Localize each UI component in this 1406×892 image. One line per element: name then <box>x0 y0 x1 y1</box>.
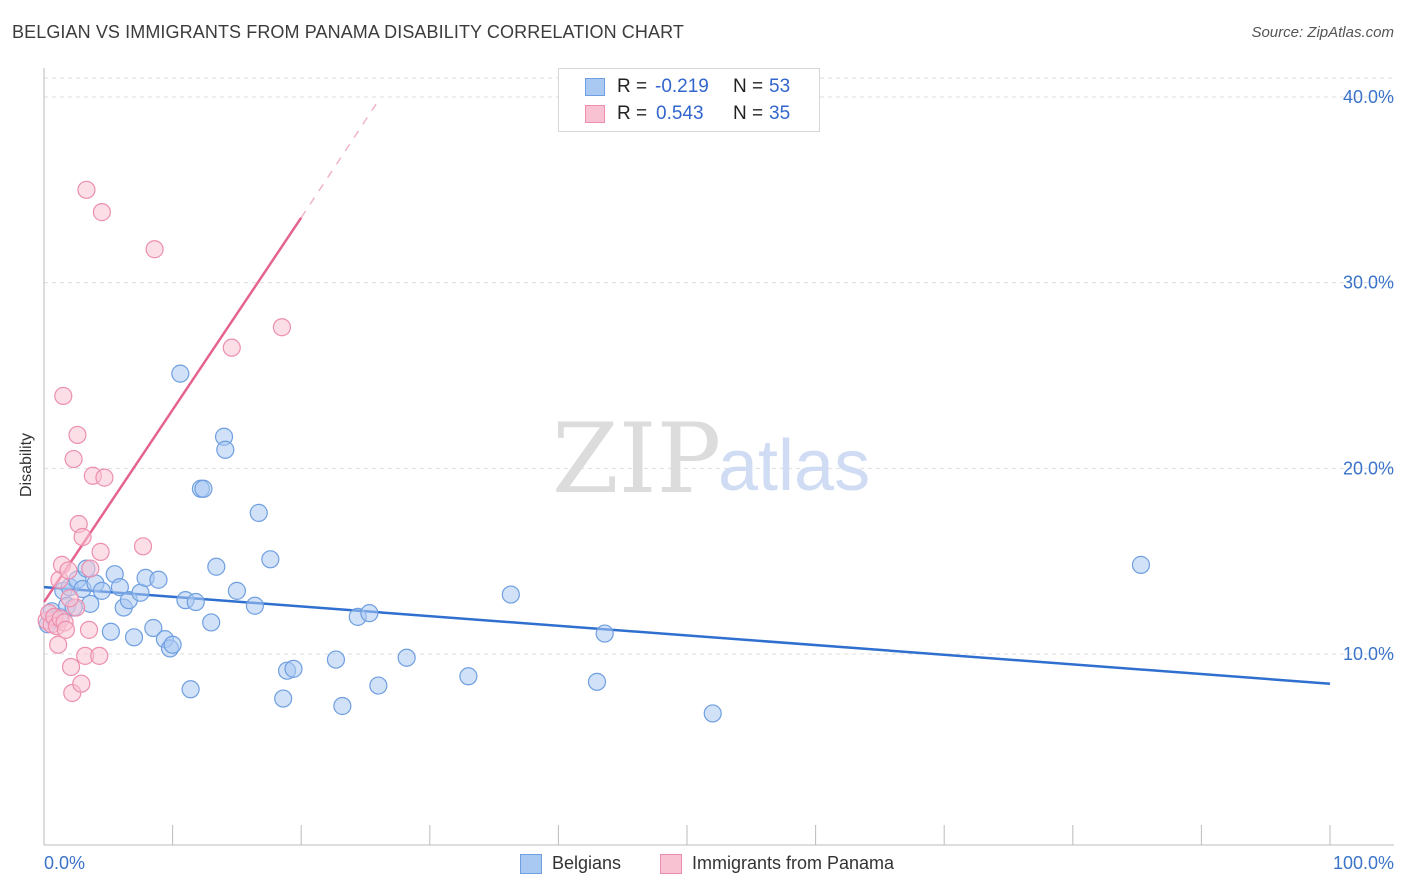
point-panama <box>92 203 111 222</box>
point-belgians <box>397 648 416 667</box>
source-label: Source: ZipAtlas.com <box>1251 24 1394 41</box>
x-tick-label-min: 0.0% <box>44 853 85 873</box>
point-panama <box>54 386 73 406</box>
series-legend-label: Belgians <box>552 853 622 873</box>
point-panama <box>145 240 164 259</box>
point-panama <box>79 620 99 639</box>
point-panama <box>272 318 292 337</box>
legend-n-value: 53 <box>769 76 791 97</box>
point-belgians <box>207 557 226 576</box>
legend-r-label: R = <box>617 76 648 97</box>
point-belgians <box>144 618 163 638</box>
point-belgians <box>333 696 352 716</box>
watermark-atlas: atlas <box>718 426 870 506</box>
series-legend: Belgians Immigrants from Panama <box>0 852 1406 878</box>
legend-swatch-belgians <box>585 78 605 96</box>
point-panama <box>60 589 79 608</box>
y-tick-label: 10.0% <box>1343 644 1394 664</box>
watermark-zip: ZIP <box>552 403 721 515</box>
point-panama <box>68 425 87 445</box>
point-belgians <box>595 624 614 643</box>
point-belgians <box>459 667 478 686</box>
chart-title: BELGIAN VS IMMIGRANTS FROM PANAMA DISABI… <box>12 22 684 42</box>
point-panama <box>133 537 153 556</box>
point-panama <box>64 449 83 469</box>
point-belgians <box>149 570 168 589</box>
point-belgians <box>245 596 265 615</box>
point-belgians <box>360 604 379 623</box>
point-panama <box>61 657 81 677</box>
y-tick-label: 40.0% <box>1343 87 1394 107</box>
point-belgians <box>261 550 280 569</box>
point-belgians <box>202 613 221 632</box>
series-swatch-belgians <box>520 854 542 874</box>
point-belgians <box>101 622 120 641</box>
point-belgians <box>124 628 144 647</box>
point-panama <box>91 542 110 561</box>
point-panama <box>95 468 114 487</box>
point-belgians <box>703 704 722 723</box>
legend-n-value: 35 <box>769 103 791 124</box>
point-panama <box>90 646 109 665</box>
legend-r-value: -0.219 <box>655 76 709 97</box>
point-panama <box>72 674 91 693</box>
point-belgians <box>110 578 129 597</box>
legend-n-label: N = <box>733 76 764 97</box>
point-belgians <box>274 689 293 708</box>
legend-n-label: N = <box>733 103 764 124</box>
legend-swatch-panama <box>585 105 605 123</box>
point-panama <box>59 561 78 580</box>
trend-line-0 <box>43 585 1331 685</box>
gridlines <box>44 77 1394 655</box>
data-points <box>37 180 1151 723</box>
point-belgians <box>587 672 607 691</box>
point-belgians <box>501 585 520 604</box>
point-belgians <box>249 503 268 522</box>
point-belgians <box>194 479 213 498</box>
point-belgians <box>369 676 388 695</box>
point-belgians <box>216 440 235 459</box>
point-belgians <box>326 650 346 669</box>
point-panama <box>56 620 75 639</box>
x-tick-label-max: 100.0% <box>1333 853 1394 873</box>
point-belgians <box>186 592 205 612</box>
correlation-legend: R = -0.219 N = 53 R = 0.543 N = 35 <box>558 68 820 132</box>
point-panama <box>49 635 68 654</box>
point-belgians <box>171 364 190 383</box>
series-swatch-panama <box>660 854 682 874</box>
axes <box>43 68 1394 846</box>
point-belgians <box>1131 555 1151 574</box>
legend-r-label: R = <box>617 103 648 124</box>
trend-line-extension <box>300 100 379 219</box>
point-panama <box>77 180 96 199</box>
y-tick-label: 20.0% <box>1343 458 1394 478</box>
point-panama <box>81 559 100 578</box>
y-tick-labels: 10.0% 20.0% 30.0% 40.0% <box>1343 87 1394 664</box>
legend-r-value: 0.543 <box>656 103 704 124</box>
point-belgians <box>284 659 303 678</box>
point-belgians <box>181 680 200 699</box>
point-belgians <box>163 635 182 654</box>
point-panama <box>73 527 92 547</box>
point-belgians <box>227 581 246 600</box>
point-belgians <box>92 581 111 600</box>
y-tick-label: 30.0% <box>1343 273 1394 293</box>
series-legend-label: Immigrants from Panama <box>692 853 895 873</box>
point-panama <box>222 338 241 357</box>
watermark: ZIP atlas <box>552 403 870 515</box>
